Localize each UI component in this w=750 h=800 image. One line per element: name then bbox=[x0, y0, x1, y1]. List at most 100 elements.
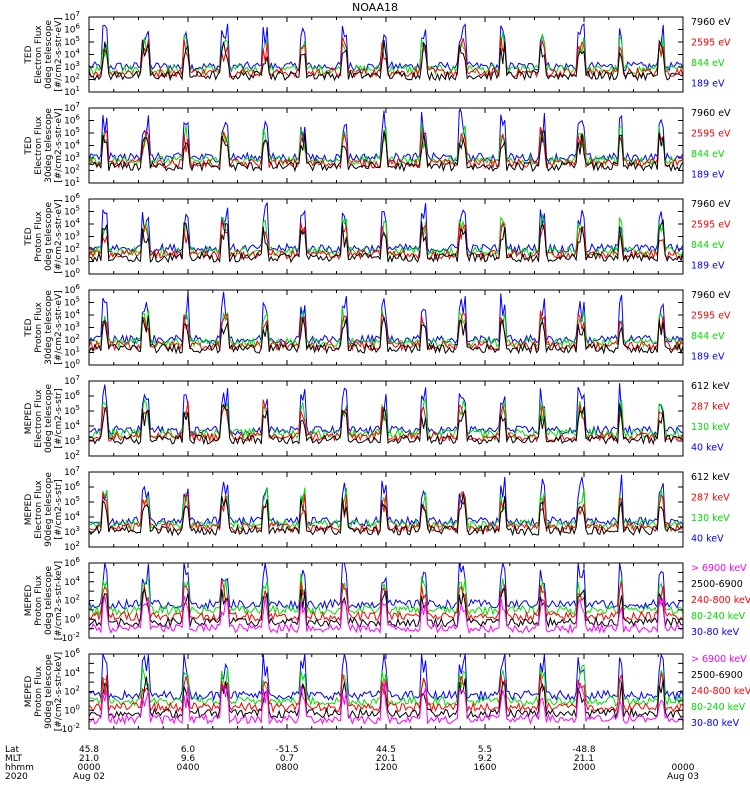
panel-2-traces bbox=[89, 109, 683, 173]
y-tick-label: 107 bbox=[64, 101, 80, 114]
y-axis-label: MEPEDProton Flux0deg telescope[#/cm2-s-s… bbox=[24, 561, 64, 640]
y-tick-label: 102 bbox=[64, 333, 80, 346]
y-axis-label-line: MEPED bbox=[24, 585, 34, 617]
time-row-label: 2020 bbox=[5, 772, 28, 782]
y-tick-label: 107 bbox=[64, 465, 80, 478]
time-tick-label: -51.5 bbox=[275, 745, 298, 755]
y-tick-label: 105 bbox=[64, 296, 80, 309]
y-tick-label: 104 bbox=[64, 575, 80, 588]
y-tick-label: 102 bbox=[64, 242, 80, 255]
y-axis-label-line: MEPED bbox=[24, 403, 34, 435]
series-line-189-ev bbox=[89, 109, 683, 164]
time-tick-label: 0800 bbox=[276, 763, 299, 773]
y-axis-label-line: 0deg telescope bbox=[44, 384, 54, 454]
y-axis-label-line: Electron Flux bbox=[34, 116, 44, 175]
time-tick-label: 9.6 bbox=[181, 754, 196, 764]
y-tick-label: 106 bbox=[64, 480, 80, 493]
series-line--6900-kev bbox=[89, 682, 683, 726]
y-axis-label: MEPEDProton Flux90deg telescope[#/cm2-s-… bbox=[24, 652, 64, 731]
legend-entry: 612 keV bbox=[691, 472, 730, 483]
y-tick-label: 102 bbox=[64, 73, 80, 86]
y-tick-label: 106 bbox=[64, 556, 80, 569]
y-axis-label-line: 0deg telescope bbox=[44, 20, 54, 90]
y-axis-label-line: 30deg telescope bbox=[44, 108, 54, 183]
legend-entry: 80-240 keV bbox=[691, 611, 746, 622]
y-axis-label-line: Electron Flux bbox=[34, 25, 44, 84]
legend-entry: 7960 eV bbox=[691, 17, 731, 28]
y-tick-label: 103 bbox=[64, 321, 80, 334]
panel-3-traces bbox=[89, 202, 683, 264]
time-tick-label: 0000 bbox=[78, 763, 101, 773]
y-axis-label-line: [#/cm2-s-str-eV] bbox=[54, 199, 64, 274]
y-tick-label: 102 bbox=[64, 594, 80, 607]
y-tick-label: 104 bbox=[64, 510, 80, 523]
legend-entry: 7960 eV bbox=[691, 290, 731, 301]
y-tick-label: 106 bbox=[64, 192, 80, 205]
y-tick-label: 103 bbox=[64, 151, 80, 164]
time-tick-label: 44.5 bbox=[376, 745, 396, 755]
y-tick-label: 100 bbox=[64, 267, 80, 280]
series-line-80-240-kev bbox=[89, 664, 683, 708]
legend-entry: 2595 eV bbox=[691, 38, 731, 49]
y-tick-label: 106 bbox=[64, 647, 80, 660]
time-tick-label: 20.1 bbox=[376, 754, 396, 764]
legend-entry: 130 keV bbox=[691, 422, 730, 433]
y-axis-label-line: TED bbox=[24, 227, 34, 246]
legend-entry: 287 keV bbox=[691, 493, 730, 504]
time-tick-label: Aug 03 bbox=[667, 772, 699, 782]
y-tick-label: 105 bbox=[64, 495, 80, 508]
y-tick-label: 101 bbox=[64, 176, 80, 189]
series-line-240-800-kev bbox=[89, 672, 683, 714]
y-axis-label-line: [#/cm2-s-str-keV] bbox=[54, 652, 64, 731]
y-axis-label-line: [#/cm2-s-str] bbox=[54, 388, 64, 448]
time-tick-label: 9.2 bbox=[478, 754, 492, 764]
y-axis-label: TEDProton Flux30deg telescope[#/cm2-s-st… bbox=[24, 290, 64, 365]
legend-entry: 189 eV bbox=[691, 79, 725, 90]
y-tick-label: 106 bbox=[64, 114, 80, 127]
y-tick-label: 100 bbox=[64, 612, 80, 625]
series-line-7960-ev bbox=[89, 130, 683, 173]
y-tick-label: 104 bbox=[64, 139, 80, 152]
legend-entry: 844 eV bbox=[691, 58, 725, 69]
y-tick-label: 104 bbox=[64, 48, 80, 61]
y-tick-label: 106 bbox=[64, 23, 80, 36]
y-tick-label: 100 bbox=[64, 703, 80, 716]
series-line-189-ev bbox=[89, 202, 683, 255]
time-row-label: hhmm bbox=[5, 763, 34, 773]
y-axis-label-line: TED bbox=[24, 136, 34, 155]
y-tick-label: 101 bbox=[64, 85, 80, 98]
time-tick-label: 1200 bbox=[375, 763, 398, 773]
y-axis-label-line: 30deg telescope bbox=[44, 290, 54, 365]
y-axis-label-line: [#/cm2-s-str-eV] bbox=[54, 17, 64, 92]
y-axis-label: TEDElectron Flux0deg telescope[#/cm2-s-s… bbox=[24, 17, 64, 92]
y-tick-label: 100 bbox=[64, 358, 80, 371]
y-tick-label: 105 bbox=[64, 205, 80, 218]
legend-entry: 189 eV bbox=[691, 352, 725, 363]
legend-entry: 287 keV bbox=[691, 402, 730, 413]
legend-entry: 240-800 keV bbox=[691, 595, 750, 606]
time-tick-label: 6.0 bbox=[181, 745, 196, 755]
y-axis-label-line: Electron Flux bbox=[34, 389, 44, 448]
y-tick-label: 103 bbox=[64, 60, 80, 73]
y-axis-label-line: [#/cm2-s-str-keV] bbox=[54, 561, 64, 640]
y-axis-label: TEDElectron Flux30deg telescope[#/cm2-s-… bbox=[24, 108, 64, 183]
panel-8-traces bbox=[89, 654, 683, 726]
y-tick-label: 106 bbox=[64, 283, 80, 296]
y-axis-label-line: MEPED bbox=[24, 676, 34, 708]
y-tick-label: 10-2 bbox=[62, 631, 80, 644]
legend-entry: 40 keV bbox=[691, 443, 724, 454]
y-tick-label: 101 bbox=[64, 255, 80, 268]
y-axis-label-line: 0deg telescope bbox=[44, 566, 54, 636]
y-axis-label: MEPEDElectron Flux0deg telescope[#/cm2-s… bbox=[24, 384, 64, 454]
y-axis-label-line: [#/cm2-s-str] bbox=[54, 479, 64, 539]
series-line-240-800-kev bbox=[89, 579, 683, 623]
y-tick-label: 104 bbox=[64, 419, 80, 432]
series-line-30-80-kev bbox=[89, 563, 683, 611]
legend-entry: 612 keV bbox=[691, 381, 730, 392]
